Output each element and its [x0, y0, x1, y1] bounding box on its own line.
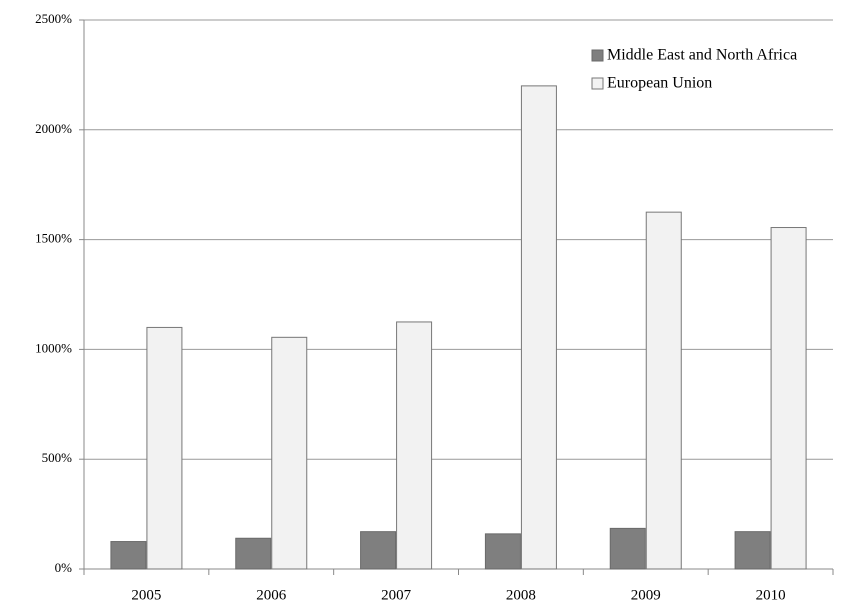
- x-tick-label: 2006: [256, 587, 287, 603]
- bar: [645, 211, 682, 570]
- y-tick-label: 0%: [55, 560, 73, 575]
- legend-label: European Union: [607, 75, 712, 92]
- bar: [609, 527, 646, 570]
- bar: [770, 227, 807, 570]
- bar: [360, 531, 397, 570]
- y-tick-label: 2500%: [35, 11, 72, 26]
- x-tick-label: 2008: [506, 587, 536, 603]
- bar: [110, 541, 147, 570]
- bar: [396, 321, 433, 570]
- x-tick-label: 2007: [381, 587, 412, 603]
- bar: [235, 537, 272, 570]
- y-tick-label: 500%: [42, 450, 73, 465]
- x-tick-label: 2009: [631, 587, 661, 603]
- bar: [146, 326, 183, 570]
- y-tick-label: 1500%: [35, 231, 72, 246]
- y-tick-label: 2000%: [35, 121, 72, 136]
- legend-swatch: [591, 49, 604, 62]
- legend-label: Middle East and North Africa: [607, 47, 797, 64]
- bar: [271, 336, 308, 570]
- x-tick-label: 2010: [756, 587, 786, 603]
- bar: [484, 533, 521, 570]
- bar: [734, 531, 771, 570]
- legend-swatch: [591, 77, 604, 90]
- bar: [520, 85, 557, 570]
- x-tick-label: 2005: [131, 587, 161, 603]
- y-tick-label: 1000%: [35, 340, 72, 355]
